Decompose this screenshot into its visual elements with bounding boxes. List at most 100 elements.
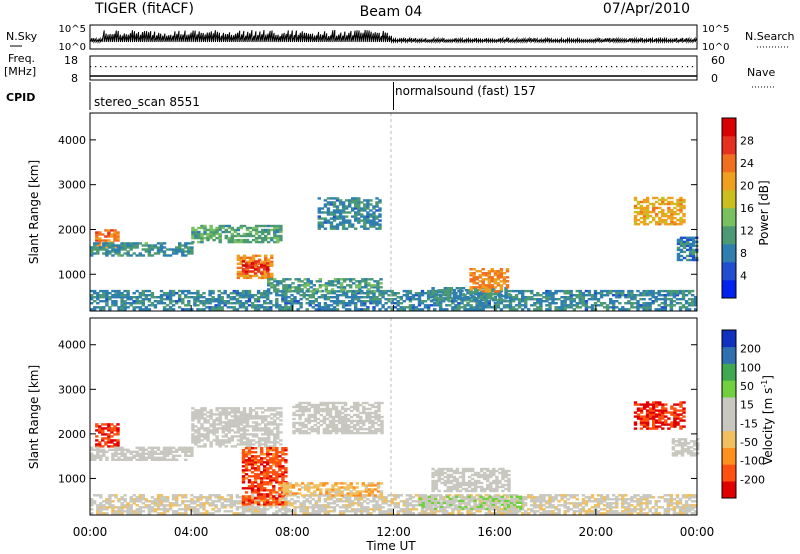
heat-cell (200, 417, 204, 420)
heat-cell (184, 510, 188, 513)
heat-cell (175, 448, 179, 451)
heat-cell (159, 289, 164, 293)
heat-cell (159, 504, 164, 507)
heat-cell (229, 496, 233, 499)
heat-cell (372, 496, 376, 499)
heat-cell (469, 286, 473, 289)
heat-cell (499, 284, 504, 287)
heat-cell (514, 500, 519, 503)
heat-cell (193, 298, 197, 301)
heat-cell (332, 308, 337, 311)
heat-cell (184, 304, 188, 307)
heat-cell (678, 508, 683, 511)
heat-cell (105, 502, 109, 505)
heat-cell (276, 417, 280, 420)
heat-cell (197, 431, 201, 434)
heat-cell (369, 199, 373, 202)
heat-cell (566, 304, 570, 307)
heat-cell (267, 230, 271, 234)
heat-cell (193, 496, 197, 499)
heat-cell (354, 199, 358, 202)
heat-cell (554, 298, 558, 301)
heat-cell (694, 496, 698, 499)
heat-cell (648, 496, 652, 499)
heat-cell (202, 506, 206, 509)
heat-cell (111, 448, 115, 451)
heat-cell (572, 300, 576, 303)
heat-cell (443, 289, 447, 292)
heat-cell (318, 284, 322, 287)
heat-cell (138, 506, 142, 509)
heat-cell (294, 278, 298, 281)
heat-cell (284, 304, 288, 307)
heat-cell (375, 201, 379, 204)
heat-cell (599, 508, 604, 511)
heat-cell (508, 304, 513, 307)
heat-cell (605, 304, 610, 307)
heat-cell (241, 499, 246, 502)
freq-dot (605, 66, 608, 68)
heat-cell (691, 236, 696, 239)
heat-cell (390, 289, 394, 293)
heat-cell (609, 306, 613, 309)
heat-cell (433, 302, 437, 305)
heat-cell (181, 289, 185, 293)
heat-cell (302, 296, 306, 299)
heat-cell (426, 294, 431, 297)
heat-cell (533, 506, 537, 509)
heat-cell (326, 201, 331, 204)
heat-cell (123, 456, 127, 459)
heat-cell (96, 298, 100, 301)
heat-cell (239, 274, 244, 278)
heat-cell (366, 308, 370, 311)
heat-cell (676, 200, 680, 204)
heat-cell (236, 256, 241, 259)
heat-cell (378, 506, 382, 509)
heat-cell (496, 282, 501, 285)
heat-cell (291, 486, 296, 489)
heat-cell (178, 289, 182, 293)
heat-cell (524, 296, 528, 299)
heat-cell (116, 237, 120, 240)
heat-cell (335, 225, 340, 228)
heat-cell (548, 512, 552, 515)
heat-cell (223, 506, 227, 509)
heat-cell (209, 415, 213, 418)
heat-cell (263, 308, 267, 311)
freq-dot (135, 66, 137, 68)
heat-cell (102, 504, 106, 507)
heat-cell (281, 453, 285, 456)
heat-cell (144, 498, 148, 501)
heat-cell (672, 498, 677, 501)
heat-cell (220, 496, 224, 499)
heat-cell (285, 486, 290, 489)
heat-cell (105, 512, 109, 515)
heat-cell (147, 298, 152, 301)
heat-cell (233, 407, 238, 410)
heat-cell (548, 302, 552, 305)
heat-cell (536, 306, 540, 309)
heat-cell (338, 203, 343, 206)
heat-cell (129, 512, 133, 515)
heat-cell (273, 407, 277, 410)
freq-dot (514, 66, 517, 68)
heat-cell (666, 510, 671, 513)
heat-cell (548, 494, 552, 497)
heat-cell (168, 508, 173, 511)
heat-cell (270, 445, 274, 448)
heat-cell (254, 254, 259, 257)
heat-cell (624, 500, 628, 503)
heat-cell (168, 292, 173, 295)
heat-cell (224, 433, 228, 436)
heat-cell (308, 496, 312, 499)
heat-cell (326, 308, 331, 311)
heat-cell (247, 501, 252, 504)
heat-cell (276, 284, 280, 287)
heat-cell (303, 286, 307, 289)
heat-cell (636, 508, 640, 511)
heat-cell (548, 289, 552, 293)
heat-cell (226, 306, 230, 309)
heat-cell (551, 506, 555, 509)
heat-cell (135, 306, 139, 309)
heat-cell (667, 216, 671, 220)
